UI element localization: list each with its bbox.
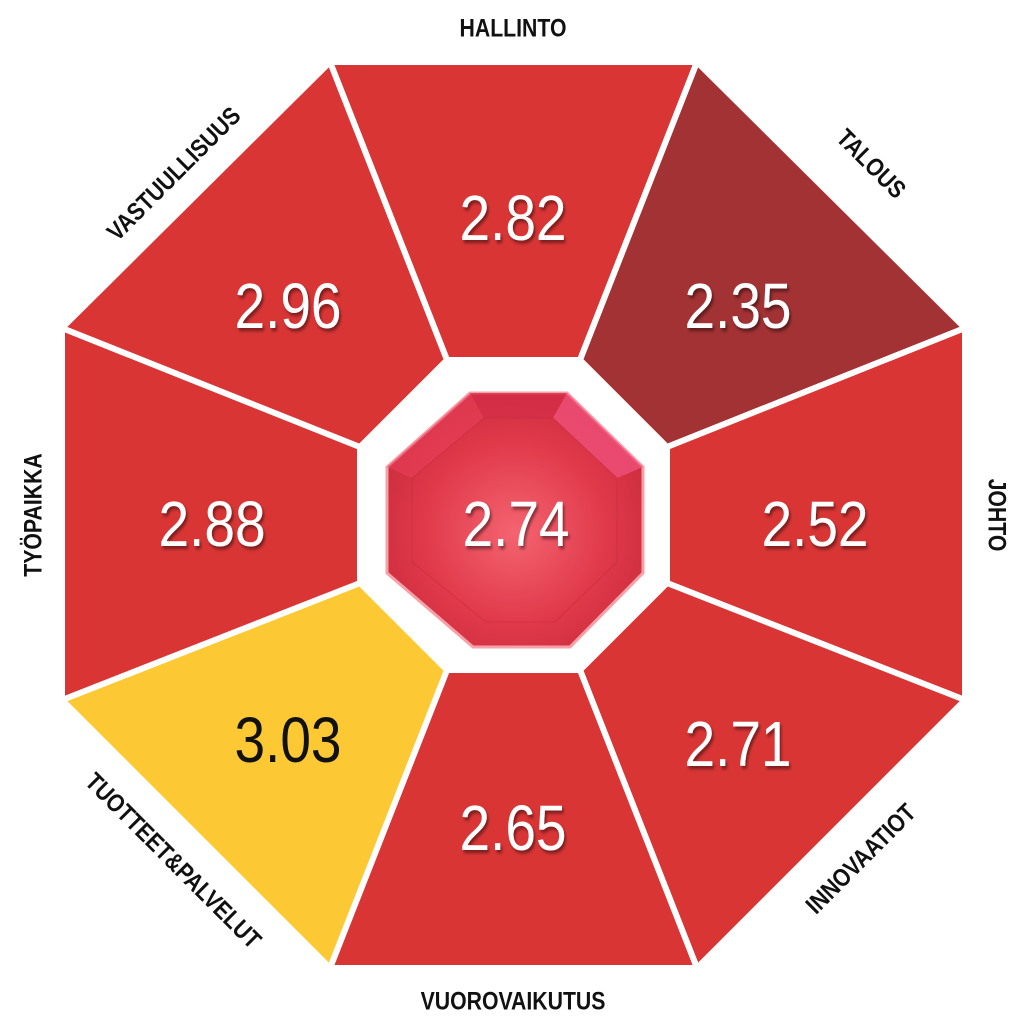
segment-vastuullisuus <box>59 59 450 450</box>
center-value: 2.74 <box>462 488 569 560</box>
segment-label-johto: JOHTO <box>983 479 1011 552</box>
segment-value-hallinto: 2.82 <box>459 182 566 254</box>
segment-label-vuorovaikutus: VUOROVAIKUTUS <box>421 987 606 1015</box>
segment-label-hallinto: HALLINTO <box>460 14 567 42</box>
segment-value-vuorovaikutus: 2.65 <box>459 792 566 864</box>
segment-value-vastuullisuus: 2.96 <box>234 270 341 342</box>
segment-value-johto: 2.52 <box>761 488 868 560</box>
center-gem: 2.74 <box>385 391 645 649</box>
segment-value-innovaatiot: 2.71 <box>684 708 791 780</box>
segment-label-typaikka: TYÖPAIKKA <box>19 453 47 577</box>
segment-label-talous: TALOUS <box>831 123 911 203</box>
segment-value-typaikka: 2.88 <box>158 488 265 560</box>
segment-value-tuotteetpalvelut: 3.03 <box>234 704 341 776</box>
segment-value-talous: 2.35 <box>684 270 791 342</box>
